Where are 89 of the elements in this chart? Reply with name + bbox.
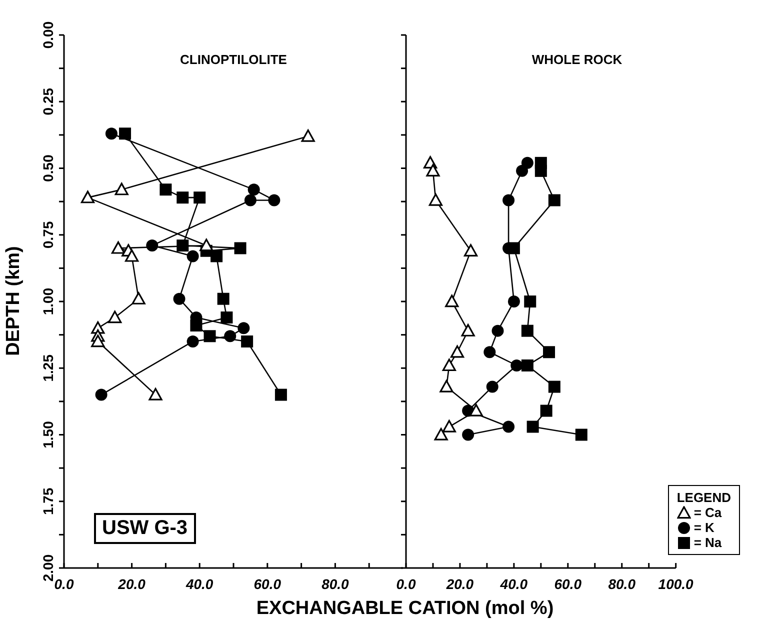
y-tick-label: 2.00 (40, 554, 56, 582)
point (148, 388, 162, 400)
point (440, 380, 454, 392)
text: CLINOPTILOLITE (179, 52, 288, 67)
point (217, 292, 230, 305)
legend-label: = Ca (694, 505, 722, 520)
point (534, 164, 547, 177)
point (524, 296, 536, 308)
point (434, 428, 448, 440)
point (445, 294, 459, 308)
point (119, 128, 132, 140)
point (469, 404, 483, 416)
point (160, 184, 172, 196)
point (521, 324, 534, 337)
x-tick-label: 80.0 (608, 576, 636, 592)
point (462, 428, 474, 441)
point (442, 358, 456, 372)
x-tick-label: 20.0 (445, 576, 474, 592)
x-tick-label: 0.0 (54, 576, 74, 592)
x-tick-label: 100.0 (658, 576, 694, 592)
y-tick-label: 1.00 (40, 288, 56, 316)
y-tick-label: 1.75 (40, 488, 56, 515)
point (274, 388, 287, 401)
x-tick-label: 60.0 (254, 576, 282, 592)
point (540, 404, 552, 417)
point (248, 184, 260, 196)
point (486, 380, 498, 393)
point (105, 128, 118, 140)
point (95, 388, 108, 401)
y-tick-label: 1.25 (40, 354, 56, 382)
legend-title: LEGEND (676, 490, 731, 505)
point (200, 238, 214, 252)
y-tick-label: 0.50 (40, 154, 56, 182)
point (510, 359, 523, 372)
point (220, 311, 233, 324)
y-tick-label: 0.25 (40, 88, 56, 116)
point (301, 129, 315, 142)
point (428, 193, 442, 206)
annotation: USW G-3 (94, 513, 196, 544)
point (502, 194, 515, 206)
point (575, 428, 588, 441)
point (543, 346, 556, 358)
point (484, 346, 496, 358)
point (521, 359, 534, 372)
x-tick-label: 60.0 (554, 576, 582, 592)
x-tick-label: 20.0 (117, 576, 146, 592)
point (125, 249, 139, 262)
point (548, 194, 560, 206)
point (234, 242, 246, 254)
x-tick-label: 80.0 (322, 576, 350, 592)
x-tick-label: 0.0 (396, 576, 416, 592)
point (464, 244, 478, 256)
point (516, 164, 528, 177)
point (426, 164, 440, 177)
point (176, 192, 189, 204)
x-axis-title: EXCHANGABLE CATION (mol %) (255, 598, 555, 620)
point (548, 380, 560, 393)
point (194, 192, 206, 204)
point (114, 182, 128, 196)
x-tick-label: 40.0 (499, 576, 528, 592)
point (186, 250, 199, 262)
y-axis-title: DEPTH (km) (3, 245, 25, 358)
point (111, 241, 126, 254)
point (241, 335, 254, 348)
point (502, 420, 515, 433)
point (442, 420, 456, 432)
y-tick-label: 0.75 (40, 221, 56, 248)
point (132, 292, 146, 304)
point (450, 345, 464, 358)
point (210, 250, 223, 262)
point (268, 194, 280, 206)
point (224, 330, 236, 342)
y-tick-label: 1.50 (40, 420, 56, 448)
point (108, 310, 122, 324)
point (461, 324, 475, 336)
point (173, 292, 186, 305)
legend-label: = Na (694, 535, 722, 550)
point (526, 420, 539, 433)
point (244, 194, 256, 206)
point (91, 334, 105, 348)
legend-label: = K (694, 520, 714, 535)
text: WHOLE ROCK (530, 52, 624, 67)
point (186, 335, 199, 348)
point (80, 190, 95, 204)
point (238, 322, 250, 334)
y-tick-label: 0.00 (40, 21, 56, 49)
point (508, 296, 520, 308)
point (492, 324, 504, 337)
x-tick-label: 40.0 (184, 576, 214, 592)
